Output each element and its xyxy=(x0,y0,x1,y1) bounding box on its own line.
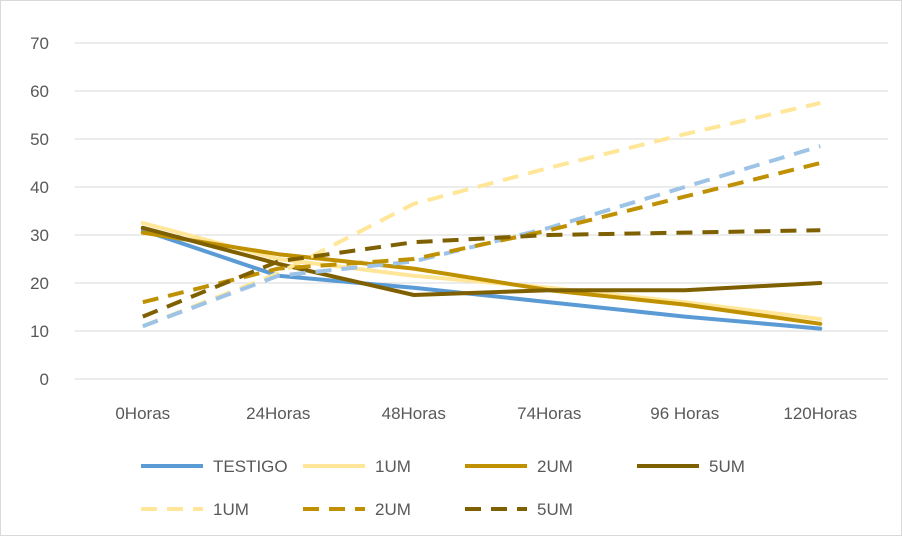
legend-label: TESTIGO xyxy=(213,457,288,476)
x-tick-label: 48Horas xyxy=(382,404,446,423)
y-tick-label: 10 xyxy=(30,322,49,341)
y-tick-label: 60 xyxy=(30,82,49,101)
x-tick-label: 74Horas xyxy=(517,404,581,423)
legend-label: 5UM xyxy=(537,500,573,519)
x-tick-label: 120Horas xyxy=(783,404,857,423)
y-tick-label: 20 xyxy=(30,274,49,293)
y-tick-label: 0 xyxy=(40,370,49,389)
y-tick-label: 50 xyxy=(30,130,49,149)
x-tick-label: 0Horas xyxy=(115,404,170,423)
legend-label: 1UM xyxy=(213,500,249,519)
y-tick-label: 70 xyxy=(30,34,49,53)
series-line-5 xyxy=(143,146,821,326)
legend-label: 2UM xyxy=(537,457,573,476)
x-tick-label: 24Horas xyxy=(246,404,310,423)
legend-label: 2UM xyxy=(375,500,411,519)
y-tick-label: 40 xyxy=(30,178,49,197)
legend-label: 1UM xyxy=(375,457,411,476)
y-tick-label: 30 xyxy=(30,226,49,245)
legend-label: 5UM xyxy=(709,457,745,476)
x-tick-label: 96 Horas xyxy=(650,404,719,423)
